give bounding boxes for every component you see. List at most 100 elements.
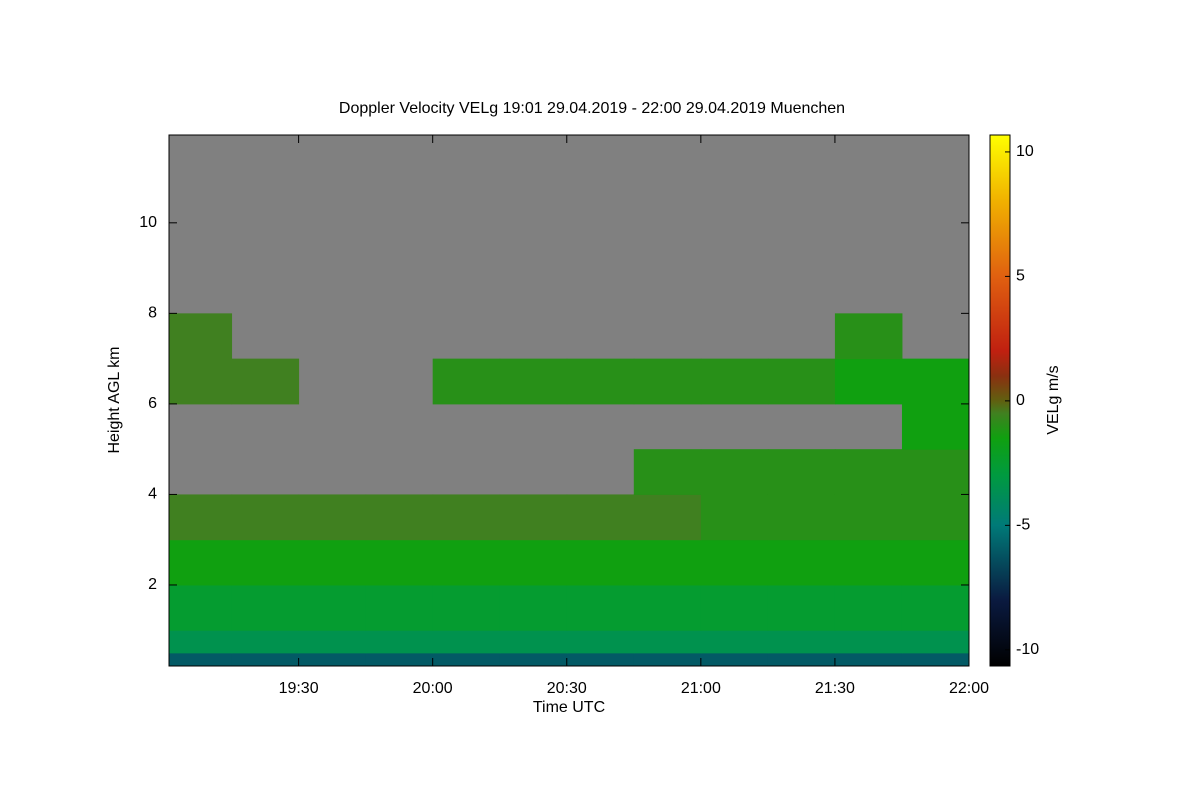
heatmap-cell (298, 652, 367, 667)
colorbar-tick-label: 5 (1016, 268, 1025, 285)
heatmap-cell (700, 630, 769, 654)
x-tick-label: 21:00 (681, 680, 721, 697)
heatmap-cell (499, 358, 568, 405)
heatmap-cell (365, 652, 434, 667)
heatmap-cell (432, 630, 501, 654)
heatmap-cell (169, 630, 233, 654)
y-tick-label: 4 (148, 486, 157, 503)
heatmap-cell (432, 539, 501, 586)
colorbar-tick-label: -10 (1016, 641, 1039, 658)
x-tick-label: 20:30 (547, 680, 587, 697)
colorbar-tick-label: -5 (1016, 517, 1030, 534)
heatmap-cell (169, 652, 233, 667)
heatmap-cell (834, 539, 903, 586)
heatmap-cell (499, 584, 568, 631)
heatmap-cell (499, 652, 568, 667)
x-tick-label: 19:30 (279, 680, 319, 697)
heatmap-cell (901, 652, 970, 667)
heatmap-cell (432, 652, 501, 667)
heatmap-cell (834, 494, 903, 541)
heatmap-cell (633, 539, 702, 586)
heatmap-cell (169, 539, 233, 586)
heatmap-cell (499, 630, 568, 654)
heatmap-cell (231, 358, 300, 405)
heatmap-cell (700, 652, 769, 667)
heatmap-cell (298, 584, 367, 631)
heatmap-cell (633, 449, 702, 495)
heatmap-cell (901, 494, 970, 541)
heatmap-cell (231, 584, 300, 631)
y-tick-label: 2 (148, 576, 157, 593)
heatmap-cell (767, 358, 836, 405)
heatmap-cell (566, 630, 635, 654)
heatmap-cell (901, 403, 970, 450)
colorbar-tick-label: 0 (1016, 392, 1025, 409)
heatmap-cell (767, 449, 836, 495)
heatmap-cell (767, 494, 836, 541)
heatmap-cell (834, 630, 903, 654)
heatmap-cell (834, 584, 903, 631)
heatmap-cell (901, 539, 970, 586)
heatmap-cell (834, 449, 903, 495)
heatmap-cell (298, 630, 367, 654)
heatmap-cell (700, 449, 769, 495)
heatmap-cell (566, 358, 635, 405)
heatmap-cell (566, 539, 635, 586)
heatmap-cell (700, 584, 769, 631)
x-tick-label: 20:00 (413, 680, 453, 697)
colorbar-tick-label: 10 (1016, 143, 1034, 160)
heatmap-cell (365, 630, 434, 654)
heatmap-cell (834, 358, 903, 405)
heatmap-cell (700, 539, 769, 586)
heatmap-cell (633, 358, 702, 405)
heatmap-cell (633, 630, 702, 654)
heatmap-cell (499, 494, 568, 541)
heatmap-cell (700, 358, 769, 405)
heatmap-cell (633, 652, 702, 667)
y-tick-label: 10 (139, 214, 157, 231)
heatmap-cell (298, 494, 367, 541)
chart-title: Doppler Velocity VELg 19:01 29.04.2019 -… (339, 100, 845, 117)
heatmap-cell (633, 494, 702, 541)
plot-frame (168, 134, 970, 667)
heatmap-cell (901, 358, 970, 405)
y-tick-label: 8 (148, 305, 157, 322)
colorbar-label: VELg m/s (1045, 365, 1062, 434)
heatmap-cell (767, 539, 836, 586)
x-tick-label: 22:00 (949, 680, 989, 697)
heatmap-cell (566, 652, 635, 667)
heatmap-cell (834, 652, 903, 667)
heatmap-cell (767, 652, 836, 667)
y-axis-label: Height AGL km (106, 346, 123, 453)
heatmap-cell (499, 539, 568, 586)
heatmap-cell (834, 313, 903, 360)
heatmap-cell (231, 652, 300, 667)
heatmap-cell (432, 494, 501, 541)
heatmap-cell (633, 584, 702, 631)
heatmap-cell (169, 313, 233, 360)
x-axis-label: Time UTC (533, 699, 605, 716)
heatmap-cell (169, 494, 233, 541)
heatmap-cell (298, 539, 367, 586)
heatmap-cell (901, 584, 970, 631)
heatmap-cell (700, 494, 769, 541)
heatmap-cell (432, 584, 501, 631)
heatmap-cell (365, 539, 434, 586)
x-tick-label: 21:30 (815, 680, 855, 697)
y-tick-label: 6 (148, 395, 157, 412)
heatmap-cell (169, 358, 233, 405)
heatmap-cell (566, 584, 635, 631)
heatmap-cell (901, 449, 970, 495)
heatmap-cell (231, 539, 300, 586)
heatmap-cell (901, 630, 970, 654)
heatmap-cell (767, 630, 836, 654)
heatmap-cell (231, 630, 300, 654)
heatmap-cell (365, 584, 434, 631)
heatmap-cell (365, 494, 434, 541)
heatmap-cell (169, 584, 233, 631)
heatmap-cell (767, 584, 836, 631)
heatmap-cell (566, 494, 635, 541)
heatmap-cell (432, 358, 501, 405)
heatmap-cell (231, 494, 300, 541)
